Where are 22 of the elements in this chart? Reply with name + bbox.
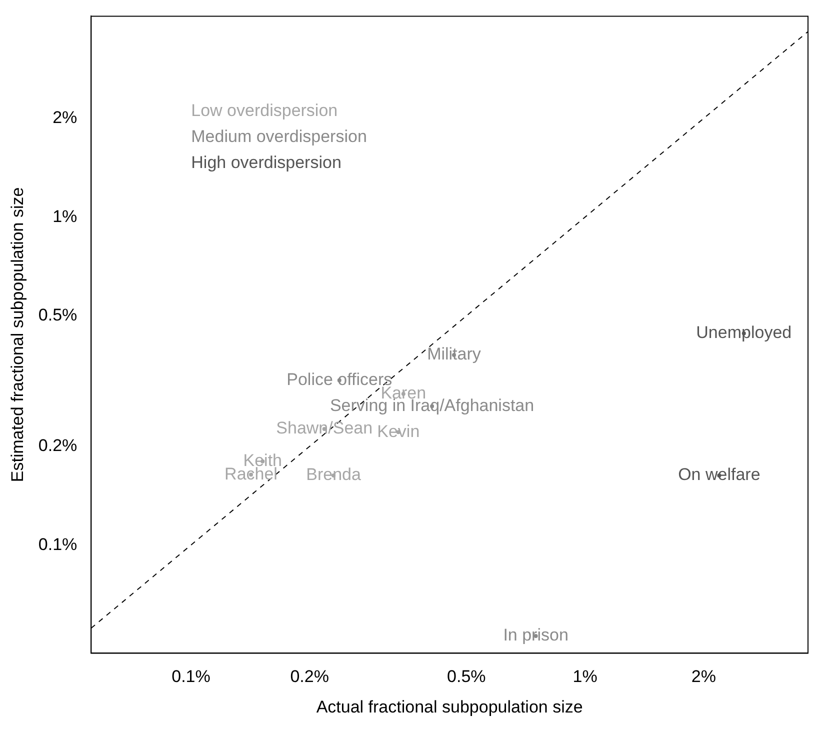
y-tick-label: 2% bbox=[52, 108, 78, 128]
y-tick-label: 0.5% bbox=[38, 306, 78, 325]
annotation: In prison bbox=[503, 626, 568, 645]
x-tick-label: 0.5% bbox=[447, 667, 486, 686]
annotation: Kevin bbox=[377, 422, 420, 441]
x-tick-label: 0.1% bbox=[172, 667, 210, 686]
x-tick-label: 2% bbox=[691, 667, 716, 686]
y-axis-title: Estimated fractional subpopulation size bbox=[8, 187, 27, 482]
x-axis-title: Actual fractional subpopulation size bbox=[316, 697, 583, 716]
annotation: Shawn/Sean bbox=[276, 418, 373, 438]
text: Medium overdispersion bbox=[191, 126, 367, 146]
x-tick-label: 0.2% bbox=[290, 667, 329, 686]
x-tick-label: 1% bbox=[572, 667, 598, 686]
annotation: Brenda bbox=[306, 465, 362, 484]
y-tick-label: 0.1% bbox=[38, 534, 78, 554]
annotation: On welfare bbox=[678, 465, 760, 484]
annotation: Unemployed bbox=[696, 323, 792, 342]
annotation: Military bbox=[427, 344, 482, 364]
text: Low overdispersion bbox=[191, 100, 338, 120]
y-tick-label: 1% bbox=[52, 206, 78, 226]
text: High overdispersion bbox=[191, 152, 342, 172]
y-tick-label: 0.2% bbox=[38, 436, 78, 456]
